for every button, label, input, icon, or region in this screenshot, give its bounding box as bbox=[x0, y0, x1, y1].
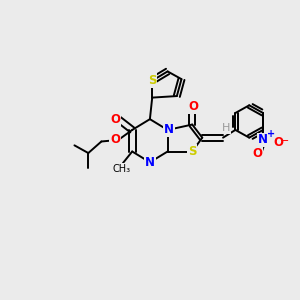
Text: N: N bbox=[145, 156, 155, 169]
Text: O: O bbox=[110, 113, 120, 126]
Text: +: + bbox=[267, 129, 275, 139]
Text: S: S bbox=[148, 74, 157, 87]
Text: CH₃: CH₃ bbox=[112, 164, 130, 174]
Text: H: H bbox=[222, 123, 230, 134]
Text: O: O bbox=[252, 146, 262, 160]
Text: O: O bbox=[110, 134, 120, 146]
Text: −: − bbox=[280, 136, 289, 146]
Text: O: O bbox=[189, 100, 199, 112]
Text: O: O bbox=[274, 136, 284, 149]
Text: S: S bbox=[188, 145, 196, 158]
Text: N: N bbox=[258, 134, 268, 146]
Text: N: N bbox=[164, 123, 174, 136]
